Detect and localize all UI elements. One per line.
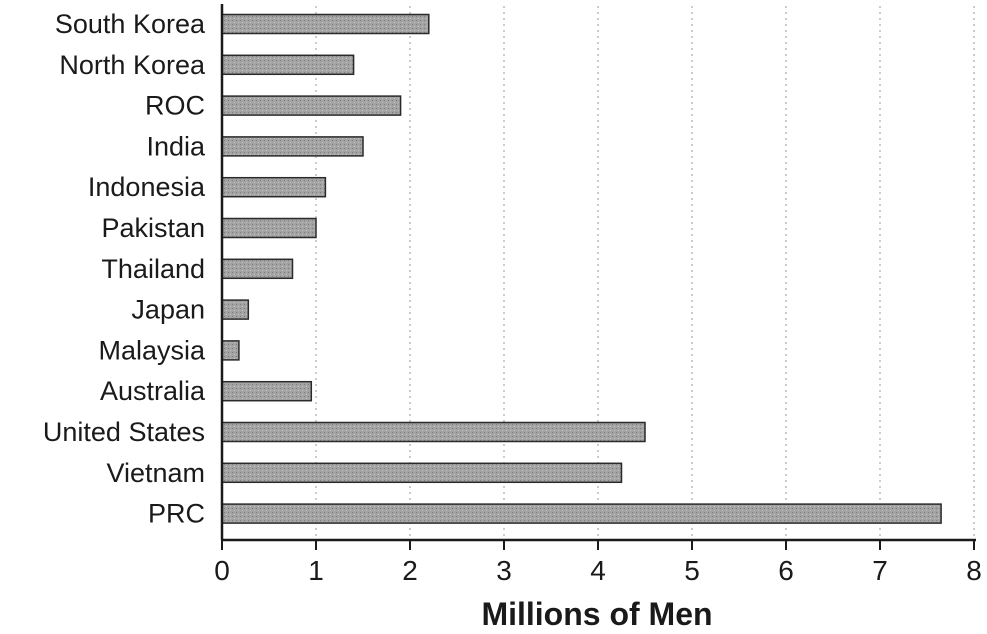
bar-prc [221,503,942,524]
x-axis: 0 1 2 3 4 5 6 7 8 [214,4,982,586]
category-label: Vietnam [106,458,205,488]
category-label: United States [43,417,205,447]
category-labels: South Korea North Korea ROC India Indonesia P… [43,9,206,529]
x-tick-label-2: 2 [402,555,418,586]
category-label: Australia [100,376,206,406]
category-label: PRC [148,499,205,529]
category-label: South Korea [55,9,206,39]
x-tick-label-3: 3 [496,555,512,586]
category-label: Japan [131,295,205,325]
bar-thailand [221,258,294,280]
bar-north-korea [221,54,355,76]
bar-indonesia [221,176,327,198]
bar-roc [221,95,402,116]
category-label: Malaysia [98,335,206,365]
category-label: Indonesia [88,172,206,202]
x-tick-label-1: 1 [308,555,324,586]
bar-united-states [221,421,646,443]
x-tick-label-6: 6 [778,555,794,586]
category-label: ROC [145,91,205,121]
x-axis-title: Millions of Men [481,596,712,632]
category-label: Pakistan [101,213,205,243]
bar-japan [221,299,250,320]
bar-malaysia [221,340,240,361]
x-tick-label-0: 0 [214,555,230,586]
category-label: North Korea [59,50,206,80]
category-label: Thailand [101,254,205,284]
category-label: India [146,131,206,161]
bar-india [221,136,364,157]
bar-south-korea [221,13,430,35]
bar-pakistan [221,217,317,239]
x-tick-label-7: 7 [872,555,888,586]
x-tick-label-4: 4 [590,555,606,586]
x-tick-label-5: 5 [684,555,700,586]
x-tick-label-8: 8 [966,555,982,586]
bar-vietnam [221,462,623,484]
grid-lines [315,6,975,540]
bar-australia [221,380,313,402]
bars [221,13,942,524]
